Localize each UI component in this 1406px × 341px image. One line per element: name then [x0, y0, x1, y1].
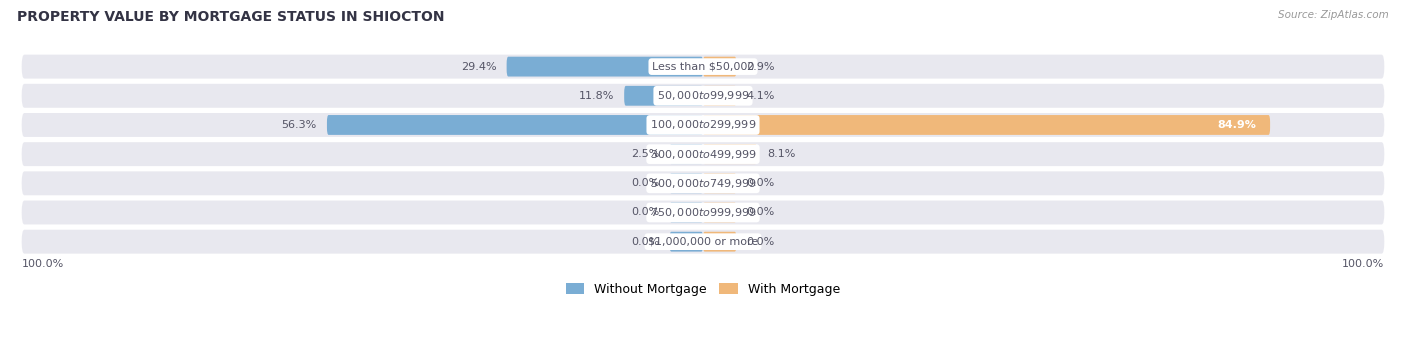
Text: $50,000 to $99,999: $50,000 to $99,999 [657, 89, 749, 102]
FancyBboxPatch shape [624, 86, 703, 106]
FancyBboxPatch shape [669, 174, 703, 193]
Text: 4.1%: 4.1% [747, 91, 775, 101]
Text: 0.0%: 0.0% [747, 178, 775, 188]
FancyBboxPatch shape [703, 57, 737, 76]
Text: 2.5%: 2.5% [631, 149, 659, 159]
FancyBboxPatch shape [703, 115, 1270, 135]
FancyBboxPatch shape [669, 144, 703, 164]
Text: $1,000,000 or more: $1,000,000 or more [648, 237, 758, 247]
Text: $300,000 to $499,999: $300,000 to $499,999 [650, 148, 756, 161]
FancyBboxPatch shape [703, 203, 737, 222]
Text: $100,000 to $299,999: $100,000 to $299,999 [650, 118, 756, 132]
Text: 8.1%: 8.1% [768, 149, 796, 159]
Text: 0.0%: 0.0% [631, 237, 659, 247]
Text: 0.0%: 0.0% [747, 237, 775, 247]
FancyBboxPatch shape [703, 232, 737, 252]
Text: 0.0%: 0.0% [631, 178, 659, 188]
Text: Source: ZipAtlas.com: Source: ZipAtlas.com [1278, 10, 1389, 20]
FancyBboxPatch shape [21, 84, 1385, 108]
FancyBboxPatch shape [21, 201, 1385, 224]
FancyBboxPatch shape [669, 203, 703, 222]
Text: 100.0%: 100.0% [1343, 258, 1385, 269]
Text: 0.0%: 0.0% [631, 208, 659, 218]
FancyBboxPatch shape [328, 115, 703, 135]
Text: 100.0%: 100.0% [21, 258, 63, 269]
Text: 56.3%: 56.3% [281, 120, 316, 130]
Text: 11.8%: 11.8% [579, 91, 614, 101]
Text: Less than $50,000: Less than $50,000 [652, 62, 754, 72]
FancyBboxPatch shape [669, 232, 703, 252]
FancyBboxPatch shape [506, 57, 703, 76]
Text: 0.0%: 0.0% [747, 208, 775, 218]
FancyBboxPatch shape [21, 55, 1385, 78]
Text: 84.9%: 84.9% [1218, 120, 1257, 130]
FancyBboxPatch shape [21, 172, 1385, 195]
FancyBboxPatch shape [21, 230, 1385, 254]
Text: PROPERTY VALUE BY MORTGAGE STATUS IN SHIOCTON: PROPERTY VALUE BY MORTGAGE STATUS IN SHI… [17, 10, 444, 24]
Text: $500,000 to $749,999: $500,000 to $749,999 [650, 177, 756, 190]
Text: 2.9%: 2.9% [747, 62, 775, 72]
FancyBboxPatch shape [703, 86, 737, 106]
FancyBboxPatch shape [703, 144, 756, 164]
Text: $750,000 to $999,999: $750,000 to $999,999 [650, 206, 756, 219]
FancyBboxPatch shape [21, 113, 1385, 137]
Legend: Without Mortgage, With Mortgage: Without Mortgage, With Mortgage [561, 278, 845, 301]
Text: 29.4%: 29.4% [461, 62, 496, 72]
FancyBboxPatch shape [703, 174, 737, 193]
FancyBboxPatch shape [21, 142, 1385, 166]
